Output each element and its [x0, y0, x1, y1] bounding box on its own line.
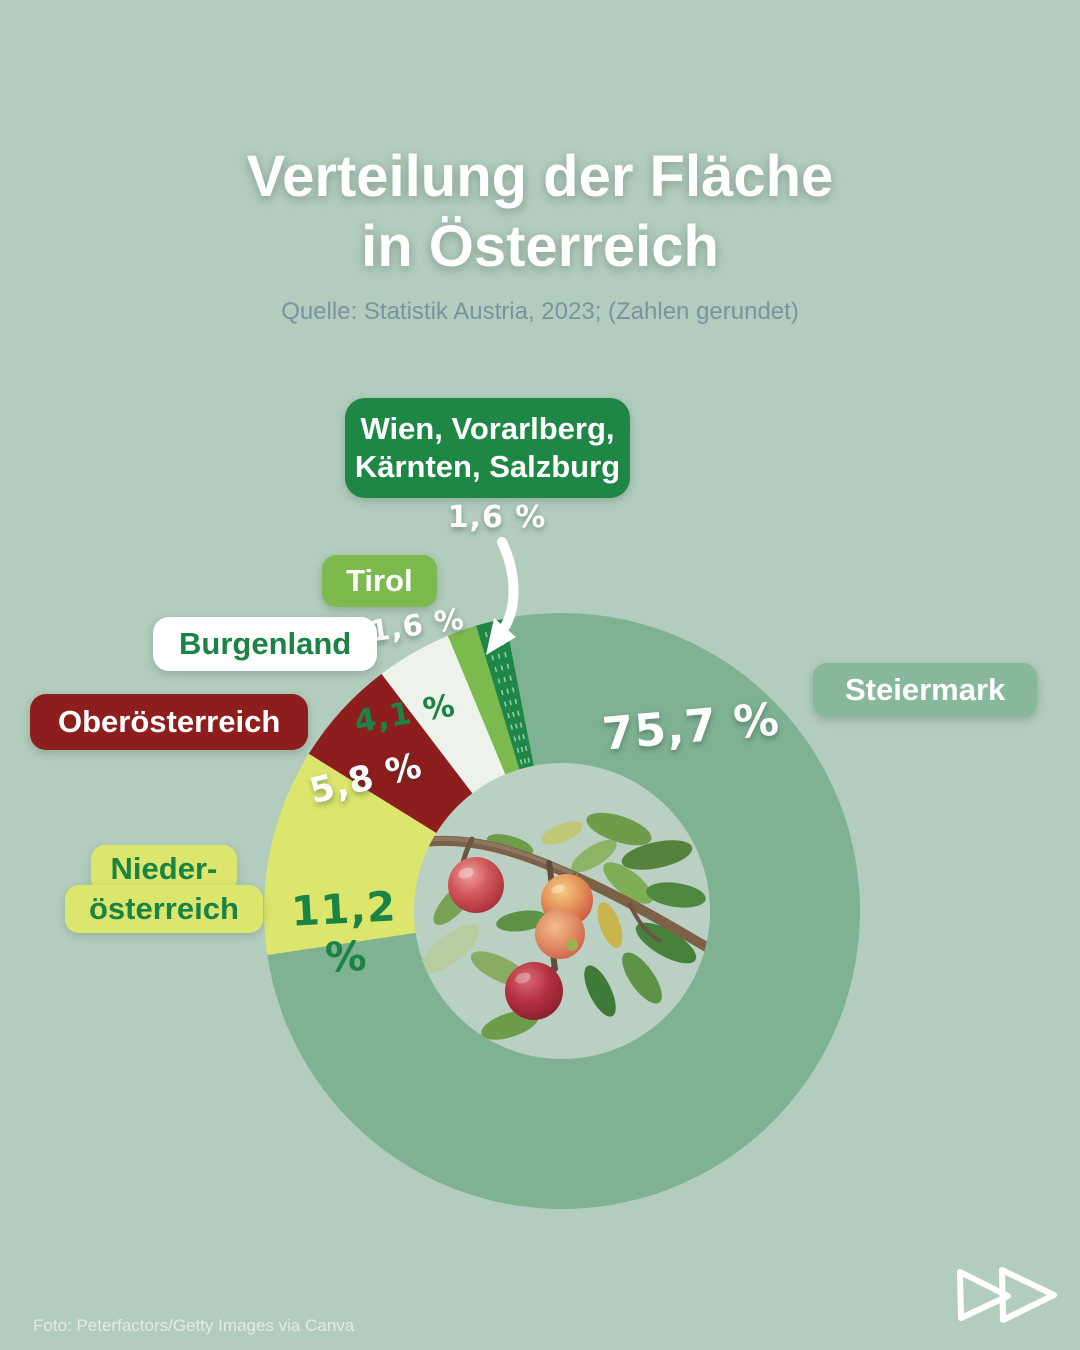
label-steiermark: Steiermark: [813, 663, 1038, 717]
label-wien-line1: Wien, Vorarlberg,: [360, 411, 615, 446]
label-tirol: Tirol: [322, 555, 437, 607]
label-noe-line2: österreich: [65, 885, 263, 933]
label-burgenland: Burgenland: [153, 617, 378, 671]
source-note: Quelle: Statistik Austria, 2023; (Zahlen…: [281, 298, 799, 325]
pct-wien-group: 1,6 %: [447, 500, 547, 535]
label-oberoesterreich: Oberösterreich: [30, 694, 309, 750]
label-wien-line2: Kärnten, Salzburg: [354, 449, 621, 484]
double-play-logo-icon: [957, 1267, 1057, 1323]
apple-branch-illustration: [414, 763, 710, 1059]
page-title: Verteilung der Fläche in Österreich: [0, 142, 1080, 282]
label-noe-line1: Nieder-: [90, 845, 238, 893]
apples: [448, 857, 593, 1020]
apple-branch-photo: [414, 763, 710, 1059]
title-line-1: Verteilung der Fläche: [246, 144, 834, 209]
title-line-2: in Österreich: [361, 214, 719, 279]
label-wien-group: Wien, Vorarlberg, Kärnten, Salzburg: [345, 398, 630, 498]
pct-niederoesterreich: 11,2 %: [289, 882, 398, 983]
label-niederoesterreich: Nieder- österreich: [65, 845, 263, 933]
photo-credit: Foto: Peterfactors/Getty Images via Canv…: [33, 1316, 355, 1335]
